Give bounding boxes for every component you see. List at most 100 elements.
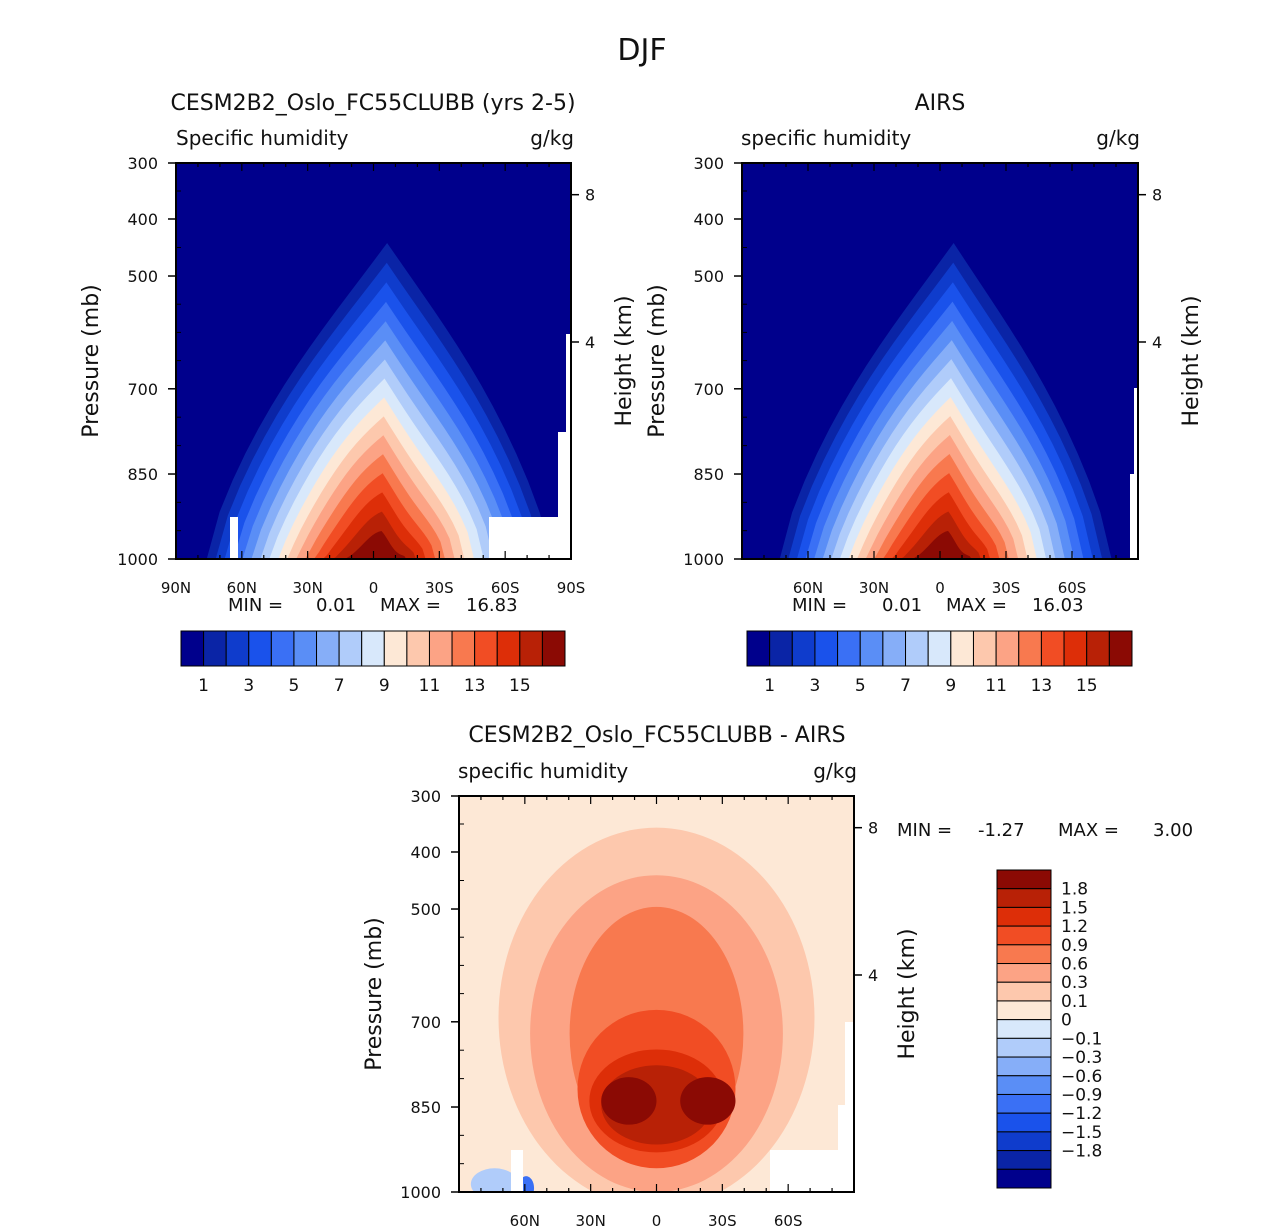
panel-diff-title: CESM2B2_Oslo_FC55CLUBB - AIRS <box>468 723 845 748</box>
colorbar-swatch <box>293 630 318 667</box>
colorbar-label: −1.2 <box>1061 1104 1102 1124</box>
colorbar-label: −0.1 <box>1061 1029 1102 1049</box>
colorbar-swatch <box>791 630 816 667</box>
colorbar-label: 13 <box>1031 676 1053 696</box>
colorbar-swatch <box>541 630 566 667</box>
panel-model-missing-edge <box>558 432 571 559</box>
panel-model-colorbar: 1 3 5 7 9 11 13 15 <box>180 630 566 696</box>
colorbar-label: −1.5 <box>1061 1123 1102 1143</box>
colorbar-swatch <box>203 630 227 667</box>
colorbar-swatch <box>882 630 907 667</box>
colorbar-label: 1 <box>764 676 775 696</box>
colorbar-label: 15 <box>1076 676 1098 696</box>
y-tick-label: 400 <box>127 210 158 229</box>
panel-airs-min-value: 0.01 <box>882 595 922 616</box>
colorbar-swatch <box>996 1093 1052 1114</box>
colorbar-label: 5 <box>289 676 300 696</box>
y-tick-label: 700 <box>127 380 158 399</box>
y-tick-label: 850 <box>693 465 724 484</box>
colorbar-swatch <box>496 630 521 667</box>
colorbar-swatch <box>1040 630 1065 667</box>
panel-diff-axes: 300 400 500 700 850 1000 8 4 60N 30N 0 30S 60S Pressu… <box>362 787 920 1230</box>
colorbar-label: 0.6 <box>1061 955 1088 975</box>
y-tick-label: 700 <box>410 1013 441 1032</box>
panel-model-max-value: 16.83 <box>466 595 518 616</box>
height-tick-label: 8 <box>1152 186 1162 205</box>
colorbar-swatch <box>769 630 793 667</box>
panel-model-min-value: 0.01 <box>316 595 356 616</box>
colorbar-swatch <box>225 630 250 667</box>
colorbar-swatch <box>996 1168 1052 1189</box>
y-tick-label: 1000 <box>683 550 724 569</box>
panel-model-min-label: MIN = <box>228 595 283 616</box>
colorbar-label: 3 <box>810 676 821 696</box>
panel-airs-colorbar: 1 3 5 7 9 11 13 15 <box>746 630 1133 696</box>
colorbar-swatch <box>996 1075 1052 1095</box>
colorbar-label: 7 <box>900 676 911 696</box>
panel-model-missing-right <box>489 517 571 559</box>
y2-axis-title: Height (km) <box>1179 295 1204 426</box>
colorbar-label: 9 <box>379 676 390 696</box>
panel-diff-contours <box>459 796 854 1192</box>
colorbar-label: 9 <box>945 676 956 696</box>
colorbar-swatch <box>996 925 1052 946</box>
colorbar-swatch <box>859 630 884 667</box>
colorbar-label: 0.1 <box>1061 992 1088 1012</box>
colorbar-label: 1.5 <box>1061 898 1088 918</box>
colorbar-swatch <box>338 630 363 667</box>
colorbar-swatch <box>316 630 340 667</box>
panel-diff-missing-right <box>770 1150 854 1192</box>
colorbar-label: 1 <box>198 676 209 696</box>
colorbar-swatch <box>927 630 952 667</box>
colorbar-swatch <box>270 630 295 667</box>
y2-axis-title: Height (km) <box>612 295 637 426</box>
height-tick-label: 8 <box>585 186 595 205</box>
colorbar-swatch <box>1018 630 1042 667</box>
colorbar-label: 3 <box>243 676 254 696</box>
panel-airs-missing-edge2 <box>1134 388 1138 478</box>
x-tick-label: 0 <box>652 1212 662 1230</box>
colorbar-swatch <box>428 630 453 667</box>
panel-airs-axes: 300 400 500 700 850 1000 8 4 60N 30N 0 30S 60S Pressu… <box>645 154 1204 597</box>
colorbar-swatch <box>248 630 272 667</box>
x-tick-label: 60N <box>793 579 823 597</box>
colorbar-swatch <box>361 630 385 667</box>
panel-airs-missing-edge <box>1130 474 1138 559</box>
panel-airs-max-label: MAX = <box>946 595 1007 616</box>
colorbar-label: −0.6 <box>1061 1067 1102 1087</box>
panel-airs-units: g/kg <box>1096 126 1140 150</box>
y-tick-label: 300 <box>127 154 158 173</box>
colorbar-swatch <box>950 630 974 667</box>
x-tick-label: 90S <box>557 579 586 597</box>
height-tick-label: 4 <box>585 333 595 352</box>
y-tick-label: 500 <box>410 900 441 919</box>
panel-model-contours <box>176 163 571 559</box>
colorbar-swatch <box>996 1037 1052 1058</box>
colorbar-label: 5 <box>855 676 866 696</box>
panel-airs: AIRS specific humidity g/kg 300400500700… <box>645 91 1204 696</box>
panel-model-left-label: Specific humidity <box>176 126 349 150</box>
y-tick-label: 400 <box>410 843 441 862</box>
x-tick-label: 60S <box>491 579 520 597</box>
colorbar-swatch <box>996 1019 1052 1039</box>
y-tick-label: 1000 <box>117 550 158 569</box>
colorbar-swatch <box>1086 630 1110 667</box>
panel-diff-min-label: MIN = <box>897 820 952 841</box>
panel-model-title: CESM2B2_Oslo_FC55CLUBB (yrs 2-5) <box>170 91 575 116</box>
x-tick-label: 30N <box>576 1212 606 1230</box>
panel-model-axes: 300 400 500 700 850 1000 8 4 90N 60N 30N 0 30S 60S 90S… <box>79 154 637 597</box>
y-tick-label: 700 <box>693 380 724 399</box>
y2-axis-title: Height (km) <box>895 928 920 1059</box>
colorbar-swatch <box>996 1112 1052 1133</box>
panel-diff-left-label: specific humidity <box>458 759 628 783</box>
y-tick-label: 850 <box>127 465 158 484</box>
colorbar-swatch <box>996 888 1052 908</box>
panel-model-units: g/kg <box>530 126 574 150</box>
colorbar-swatch <box>905 630 929 667</box>
y-tick-label: 500 <box>693 267 724 286</box>
panel-model-missing-left <box>230 517 238 559</box>
colorbar-label: 0 <box>1061 1011 1072 1031</box>
colorbar-label: 11 <box>985 676 1007 696</box>
y-tick-label: 300 <box>410 787 441 806</box>
